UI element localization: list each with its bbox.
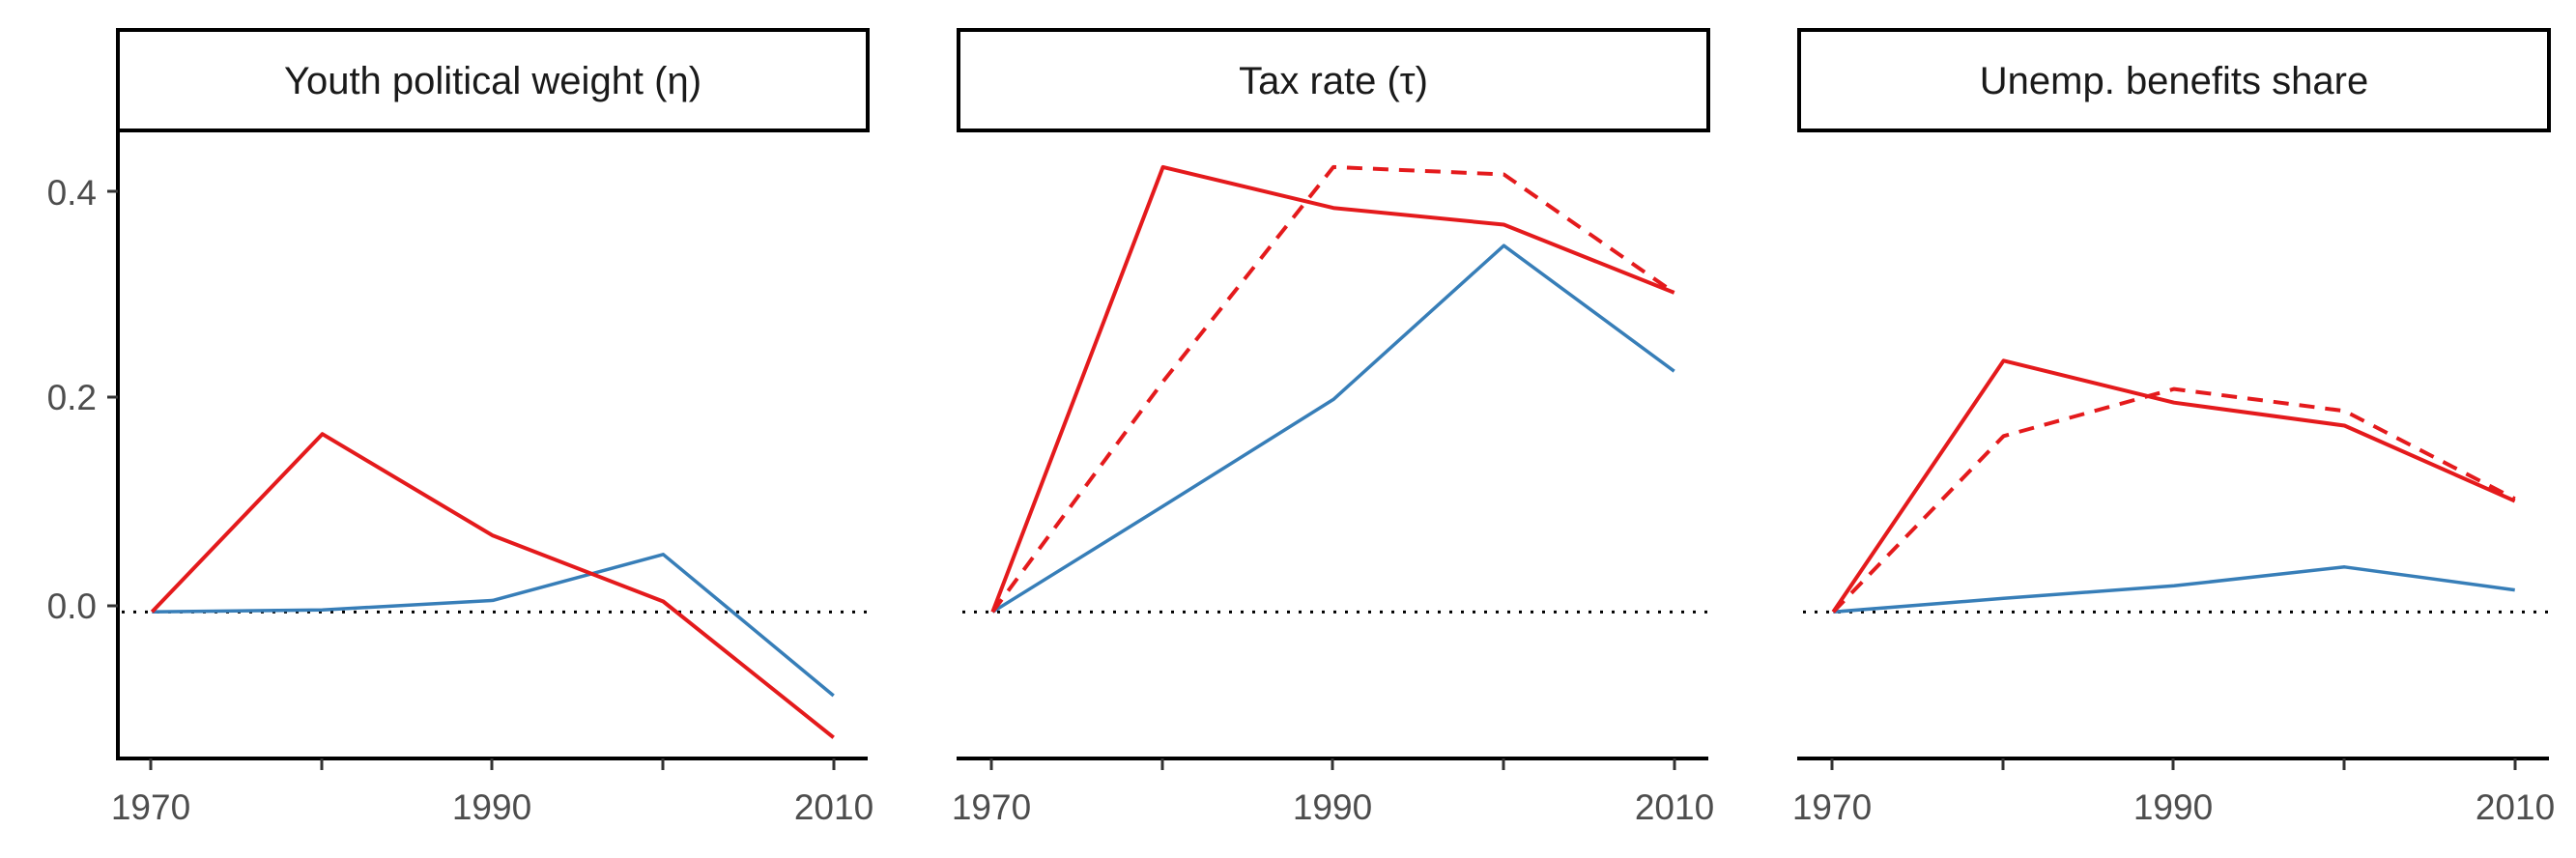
strip-background xyxy=(116,28,870,132)
red-dashed-series-line xyxy=(990,164,1675,614)
x-tick-label: 1970 xyxy=(111,787,190,827)
strip-background xyxy=(1797,28,2551,132)
panel-unemp-benefits-share: Unemp. benefits share 1970 1990 2010 xyxy=(1792,28,2555,827)
blue-series-line xyxy=(1833,565,2515,615)
red-series-line xyxy=(990,164,1675,614)
strip-background xyxy=(957,28,1710,132)
blue-series-line xyxy=(152,553,835,698)
red-series-line xyxy=(150,432,835,739)
panel-title: Tax rate (τ) xyxy=(1239,60,1428,102)
panel-tax-rate: Tax rate (τ) 1970 1990 2010 xyxy=(952,28,1714,827)
blue-series-line xyxy=(991,243,1675,614)
y-tick-label: 0.2 xyxy=(47,378,97,417)
x-tick-label: 1990 xyxy=(452,787,531,827)
panel-title: Unemp. benefits share xyxy=(1980,60,2368,102)
x-tick-label: 1970 xyxy=(952,787,1031,827)
x-tick-label: 2010 xyxy=(794,787,873,827)
y-tick-label: 0.0 xyxy=(47,586,97,626)
x-tick-label: 2010 xyxy=(1635,787,1714,827)
y-tick-label: 0.4 xyxy=(47,173,97,213)
x-tick-label: 1970 xyxy=(1792,787,1872,827)
red-dashed-series-line xyxy=(1831,386,2516,614)
plot-area xyxy=(962,164,1708,614)
panel-youth-political-weight: Youth political weight (η) 0.4 0.2 0.0 1… xyxy=(47,28,873,827)
panel-title: Youth political weight (η) xyxy=(284,60,701,102)
x-tick-label: 1990 xyxy=(1293,787,1372,827)
plot-area xyxy=(122,432,868,739)
x-tick-label: 1990 xyxy=(2133,787,2213,827)
plot-area xyxy=(1803,358,2549,615)
x-tick-label: 2010 xyxy=(2476,787,2555,827)
red-series-line xyxy=(1831,358,2516,614)
